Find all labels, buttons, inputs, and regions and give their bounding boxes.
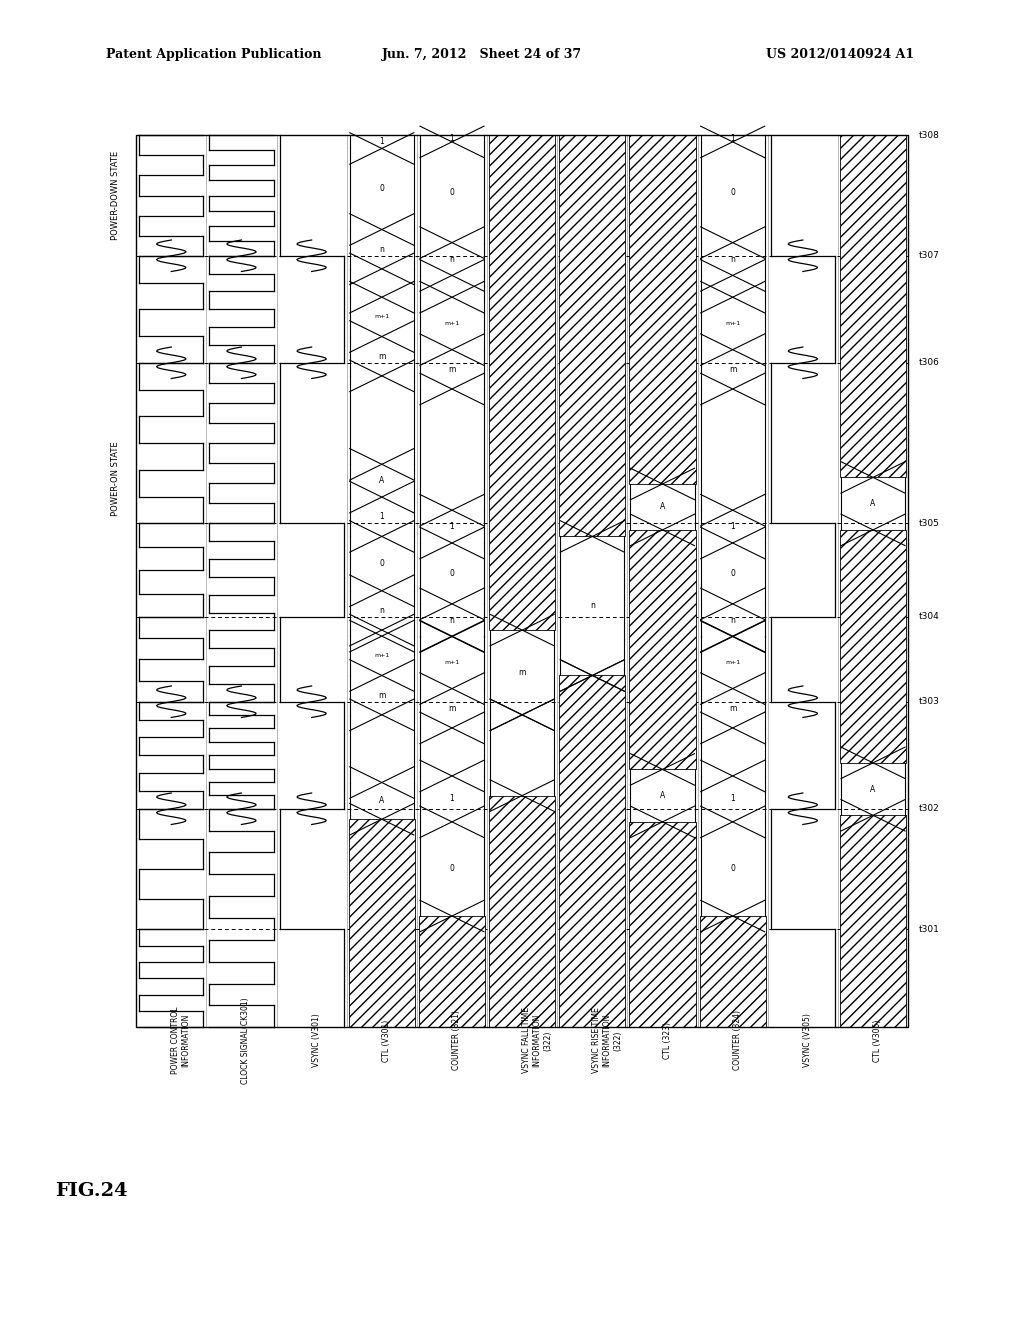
Text: n: n	[730, 615, 735, 624]
Text: FIG.24: FIG.24	[55, 1183, 128, 1200]
Text: COUNTER (324): COUNTER (324)	[733, 1010, 741, 1071]
Text: VSYNC FALL TIME
INFORMATION
(322): VSYNC FALL TIME INFORMATION (322)	[522, 1007, 552, 1073]
Text: A: A	[659, 791, 666, 800]
Text: n: n	[450, 255, 455, 264]
Text: CTL (V301): CTL (V301)	[382, 1019, 391, 1061]
Bar	[840, 816, 906, 1027]
Text: 1: 1	[450, 795, 455, 804]
Text: t307: t307	[919, 251, 939, 260]
Text: m+1: m+1	[444, 660, 460, 665]
Text: 0: 0	[730, 569, 735, 578]
Bar	[630, 529, 695, 770]
Text: 0: 0	[450, 569, 455, 578]
Text: m+1: m+1	[725, 660, 740, 665]
Text: CTL (323): CTL (323)	[663, 1022, 672, 1059]
Bar	[136, 136, 908, 1027]
Text: US 2012/0140924 A1: US 2012/0140924 A1	[766, 48, 914, 61]
Text: COUNTER (321): COUNTER (321)	[452, 1010, 461, 1071]
Text: t308: t308	[919, 131, 939, 140]
Text: m: m	[449, 364, 456, 374]
Bar	[559, 676, 626, 1027]
Text: CTL (V305): CTL (V305)	[873, 1019, 882, 1061]
Text: m+1: m+1	[374, 653, 389, 659]
Text: 1: 1	[730, 135, 735, 143]
Text: A: A	[659, 503, 666, 511]
Bar	[489, 796, 555, 1027]
Text: m: m	[729, 364, 736, 374]
Bar	[419, 916, 485, 1027]
Bar	[489, 136, 555, 630]
Text: m+1: m+1	[444, 321, 460, 326]
Text: 1: 1	[730, 795, 735, 804]
Text: 0: 0	[450, 187, 455, 197]
Text: m: m	[378, 351, 385, 360]
Text: t305: t305	[919, 519, 939, 528]
Text: t301: t301	[919, 924, 939, 933]
Text: CLOCK SIGNAL(CK301): CLOCK SIGNAL(CK301)	[242, 997, 251, 1084]
Text: A: A	[870, 499, 876, 508]
Text: VSYNC RISE TIME
INFORMATION
(322): VSYNC RISE TIME INFORMATION (322)	[592, 1007, 623, 1073]
Text: n: n	[730, 255, 735, 264]
Text: 1: 1	[450, 523, 455, 531]
Text: t303: t303	[919, 697, 939, 706]
Text: 1: 1	[730, 523, 735, 531]
Text: VSYNC (V301): VSYNC (V301)	[311, 1014, 321, 1068]
Bar	[349, 820, 415, 1027]
Text: A: A	[870, 784, 876, 793]
Bar	[840, 529, 906, 763]
Text: m+1: m+1	[725, 321, 740, 326]
Bar	[630, 136, 695, 484]
Text: t302: t302	[919, 804, 939, 813]
Text: POWER-ON STATE: POWER-ON STATE	[112, 441, 121, 516]
Text: m: m	[518, 668, 526, 677]
Text: POWER CONTROL
INFORMATION: POWER CONTROL INFORMATION	[171, 1007, 190, 1074]
Text: n: n	[379, 606, 384, 615]
Text: 0: 0	[379, 185, 384, 194]
Text: A: A	[379, 796, 384, 805]
Text: Jun. 7, 2012   Sheet 24 of 37: Jun. 7, 2012 Sheet 24 of 37	[382, 48, 582, 61]
Text: m: m	[729, 704, 736, 713]
Text: t306: t306	[919, 358, 939, 367]
Text: Patent Application Publication: Patent Application Publication	[105, 48, 322, 61]
Text: 1: 1	[380, 512, 384, 521]
Text: m: m	[378, 690, 385, 700]
Bar	[840, 136, 906, 478]
Text: POWER-DOWN STATE: POWER-DOWN STATE	[112, 150, 121, 240]
Text: VSYNC (V305): VSYNC (V305)	[803, 1014, 812, 1068]
Text: n: n	[590, 602, 595, 610]
Text: 0: 0	[730, 865, 735, 874]
Bar	[559, 136, 626, 536]
Text: 1: 1	[380, 137, 384, 147]
Text: 1: 1	[450, 135, 455, 143]
Text: t304: t304	[919, 612, 939, 622]
Text: 0: 0	[379, 560, 384, 568]
Bar	[630, 822, 695, 1027]
Text: m+1: m+1	[374, 314, 389, 319]
Text: n: n	[450, 615, 455, 624]
Text: 0: 0	[450, 865, 455, 874]
Text: A: A	[379, 477, 384, 486]
Text: m: m	[449, 704, 456, 713]
Text: n: n	[379, 244, 384, 253]
Text: 0: 0	[730, 187, 735, 197]
Bar	[699, 916, 766, 1027]
